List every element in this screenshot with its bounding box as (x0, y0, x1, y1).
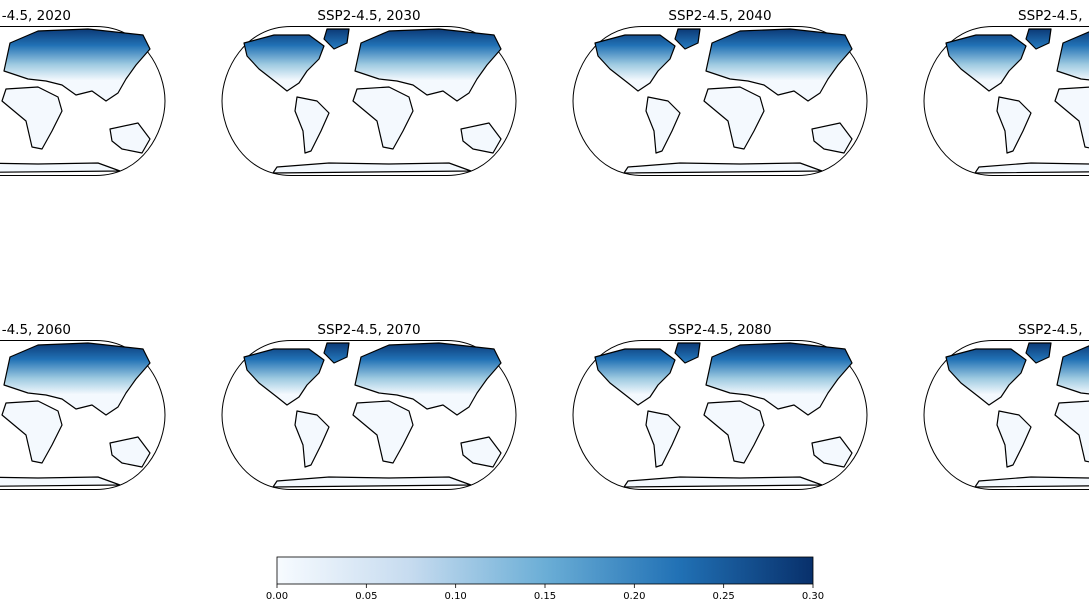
colorbar-tick-label: 0.10 (445, 591, 467, 602)
map-panel (570, 335, 870, 495)
colorbar (276, 556, 814, 585)
colorbar-tick-label: 0.20 (623, 591, 645, 602)
map-panel (921, 21, 1089, 181)
colorbar-tick-label: 0.00 (266, 591, 288, 602)
panel-title: -4.5, 2020 (2, 8, 71, 24)
panel-title: SSP2-4.5, 2080 (668, 322, 771, 338)
map-panel (219, 335, 519, 495)
panel-title: SSP2-4.5, 2040 (668, 8, 771, 24)
panel-title: SSP2-4.5, 2030 (317, 8, 420, 24)
map-panel (921, 335, 1089, 495)
panel-title: SSP2-4.5, 2070 (317, 322, 420, 338)
map-panel (219, 21, 519, 181)
map-panel (0, 21, 168, 181)
colorbar-tick-label: 0.25 (713, 591, 735, 602)
colorbar-tick-label: 0.15 (534, 591, 556, 602)
panel-title: -4.5, 2060 (2, 322, 71, 338)
panel-title: SSP2-4.5, (1018, 8, 1083, 24)
map-panel (570, 21, 870, 181)
panel-title: SSP2-4.5, (1018, 322, 1083, 338)
map-panel (0, 335, 168, 495)
colorbar-tick-label: 0.05 (355, 591, 377, 602)
colorbar-tick-label: 0.30 (802, 591, 824, 602)
